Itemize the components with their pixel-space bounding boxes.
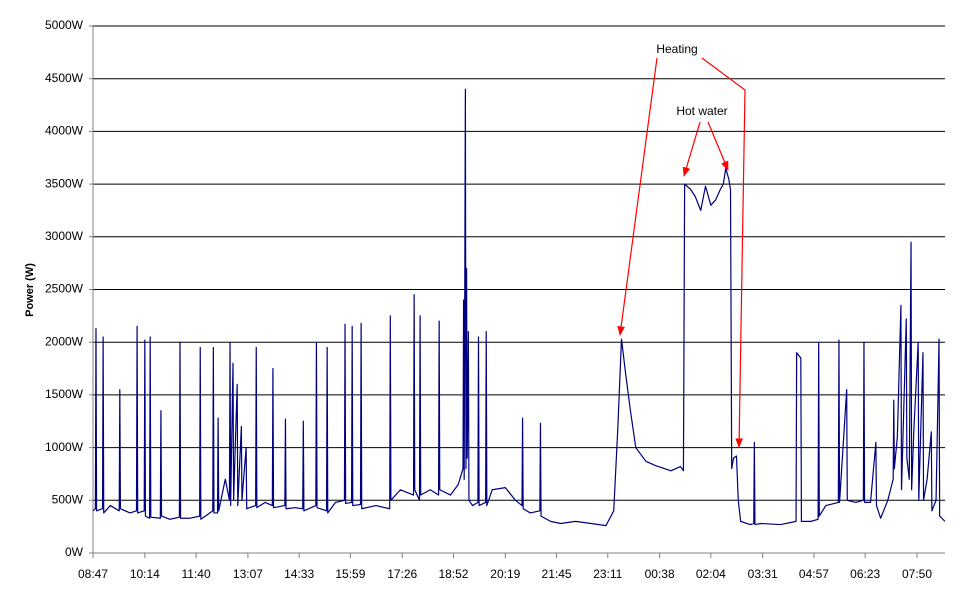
x-tick-label: 02:04 <box>696 567 726 581</box>
x-tick-label: 03:31 <box>748 567 778 581</box>
x-tick-label: 18:52 <box>438 567 468 581</box>
arrow <box>701 57 746 448</box>
x-tick-label: 15:59 <box>335 567 365 581</box>
arrow <box>617 57 658 336</box>
x-tick-label: 00:38 <box>645 567 675 581</box>
annotation: Heating <box>656 42 697 56</box>
x-tick-label: 23:11 <box>593 567 622 581</box>
x-tick-label: 11:40 <box>182 567 211 581</box>
y-tick-label: 2500W <box>45 282 84 296</box>
data-line <box>92 88 946 527</box>
x-tick-label: 17:26 <box>387 567 417 581</box>
x-tick-label: 07:50 <box>902 567 932 581</box>
y-tick-label: 1000W <box>45 440 84 454</box>
y-tick-label: 1500W <box>45 387 84 401</box>
y-tick-label: 3000W <box>45 229 84 243</box>
y-tick-label: 0W <box>65 545 84 559</box>
x-tick-label: 20:19 <box>490 567 520 581</box>
x-tick-label: 08:47 <box>78 567 108 581</box>
arrow <box>707 121 729 171</box>
x-tick-label: 21:45 <box>542 567 572 581</box>
x-tick-label: 14:33 <box>284 567 314 581</box>
y-tick-label: 2000W <box>45 334 84 348</box>
annotation-arrows <box>617 57 746 448</box>
y-tick-label: 5000W <box>45 18 84 32</box>
x-tick-label: 10:14 <box>130 567 160 581</box>
y-tick-label: 4000W <box>45 124 84 138</box>
y-tick-label: 4500W <box>45 71 84 85</box>
x-tick-label: 06:23 <box>850 567 880 581</box>
x-tick-label: 13:07 <box>233 567 263 581</box>
y-tick-label: 500W <box>52 492 84 506</box>
plot-area: 0W 500W 1000W 1500W 2000W 2500W 3000W 3500W 4000… <box>45 18 946 581</box>
x-tick-label: 04:57 <box>799 567 829 581</box>
arrow <box>682 121 701 177</box>
y-tick-label: 3500W <box>45 176 84 190</box>
annotation: Hot water <box>676 104 727 118</box>
y-axis-title: Power (W) <box>24 263 36 317</box>
